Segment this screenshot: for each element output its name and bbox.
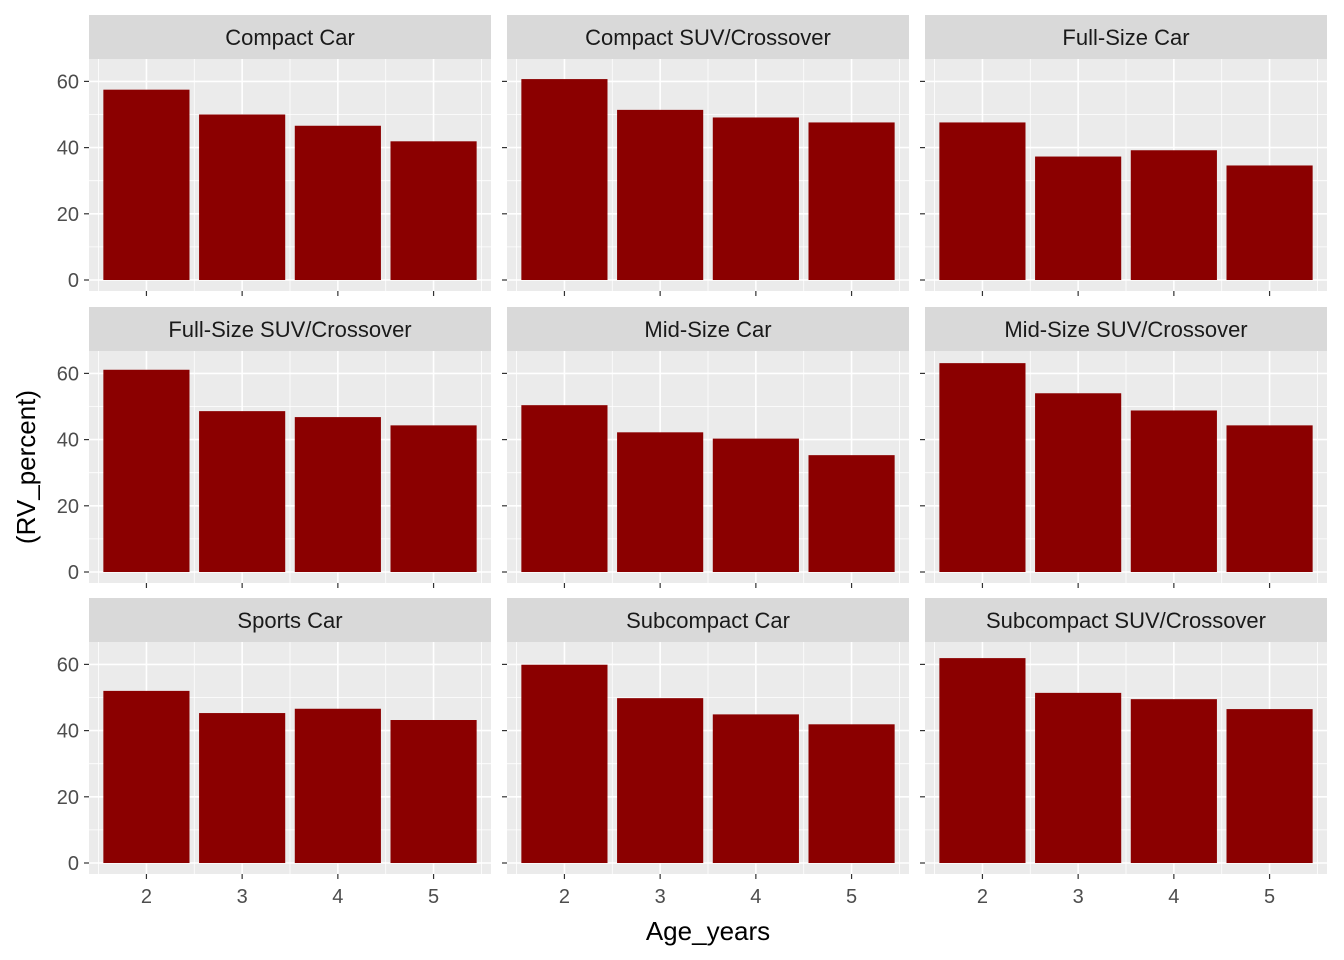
facet-title: Sports Car [237,608,342,633]
x-tick-label: 5 [428,886,439,908]
bar [294,417,381,572]
bar [808,455,895,572]
facet-panel: Full-Size SUV/Crossover 0 20 40 60 [57,307,491,588]
x-tick-label: 3 [1073,886,1084,908]
bar [103,89,190,280]
facet-title: Subcompact SUV/Crossover [986,608,1266,633]
facet-strip [89,15,491,59]
facet-strip [507,15,909,59]
bar [521,405,608,572]
facet-panel: Subcompact Car 2 3 4 5 [502,598,909,908]
bar [808,724,895,863]
bar [1130,150,1217,280]
x-tick-label: 4 [332,886,343,908]
facet-strip [925,15,1327,59]
bar [1130,410,1217,572]
x-tick-label: 3 [237,886,248,908]
facet-panel: Compact SUV/Crossover [502,15,909,296]
bar [390,141,477,280]
x-axis-title: Age_years [646,916,770,946]
x-tick-label: 4 [1168,886,1179,908]
bar [390,425,477,572]
y-tick-label: 60 [57,654,79,676]
facet-title: Subcompact Car [626,608,790,633]
y-tick-label: 60 [57,71,79,93]
bar [521,79,608,280]
bar [712,117,799,280]
bar [617,109,704,280]
bar [199,411,286,572]
bar [1035,393,1122,572]
y-axis-title: (RV_percent) [11,390,41,544]
facet-title: Compact SUV/Crossover [585,25,831,50]
bar [103,369,190,572]
y-tick-label: 20 [57,204,79,226]
y-tick-label: 20 [57,496,79,518]
bar [1130,699,1217,863]
bar [103,690,190,863]
y-tick-label: 0 [68,562,79,584]
y-tick-label: 40 [57,721,79,743]
y-tick-label: 0 [68,270,79,292]
bar [1035,156,1122,280]
bar [294,125,381,280]
facet-title: Compact Car [225,25,355,50]
bar [199,713,286,863]
bar [521,664,608,863]
bar [1226,165,1313,280]
y-tick-label: 60 [57,363,79,385]
facet-title: Mid-Size SUV/Crossover [1004,317,1247,342]
facet-panel: Mid-Size Car [502,307,909,588]
y-tick-label: 20 [57,787,79,809]
bar [390,720,477,863]
y-tick-label: 40 [57,138,79,160]
facet-panel: Sports Car 0 20 40 60 2 3 4 5 [57,598,491,908]
x-tick-label: 4 [750,886,761,908]
facet-strip [507,598,909,642]
x-tick-label: 2 [977,886,988,908]
bar [199,114,286,280]
facet-strip [89,598,491,642]
facet-panel: Mid-Size SUV/Crossover [920,307,1327,588]
bar [939,658,1026,863]
x-tick-label: 5 [846,886,857,908]
bar [1226,425,1313,572]
y-tick-label: 0 [68,853,79,875]
bar [617,698,704,863]
bar [294,708,381,863]
bar [939,122,1026,280]
bar [1035,692,1122,863]
x-tick-label: 3 [655,886,666,908]
bar [617,432,704,572]
bar [712,714,799,863]
y-tick-label: 40 [57,430,79,452]
facet-panel: Subcompact SUV/Crossover 2 3 4 5 [920,598,1327,908]
bar [808,122,895,280]
facet-title: Full-Size SUV/Crossover [168,317,411,342]
facet-strip [507,307,909,351]
x-tick-label: 2 [559,886,570,908]
facet-panel: Compact Car 0 20 40 60 [57,15,491,296]
facet-strip [925,598,1327,642]
x-tick-label: 5 [1264,886,1275,908]
x-tick-label: 2 [141,886,152,908]
bar [939,363,1026,572]
facet-title: Full-Size Car [1062,25,1189,50]
facet-title: Mid-Size Car [644,317,771,342]
bar [712,438,799,572]
bar [1226,709,1313,863]
facet-strip [89,307,491,351]
facet-panel: Full-Size Car [920,15,1327,296]
facet-strip [925,307,1327,351]
